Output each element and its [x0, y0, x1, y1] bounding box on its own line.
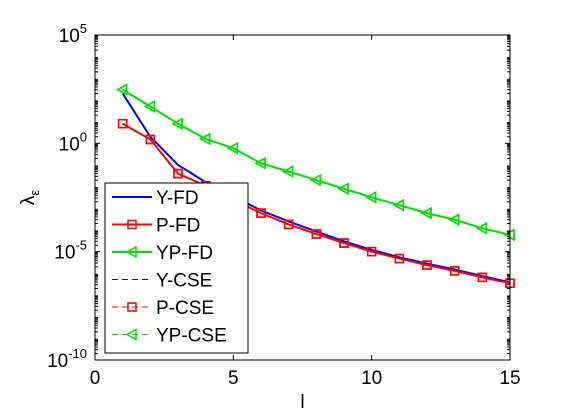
y-tick-label: 100	[59, 129, 87, 155]
legend: Y-FD P-FD YP-FD Y-CSE P-CSE YP-CSE	[104, 182, 249, 354]
y-axis-label: λε	[18, 190, 42, 206]
data-point	[171, 117, 183, 131]
legend-label: YP-FD	[156, 243, 213, 264]
data-point	[392, 198, 405, 212]
x-tick-label: 10	[361, 368, 382, 389]
data-point	[127, 302, 137, 312]
y-axis: 105 100 10-5 10-10	[47, 21, 510, 372]
data-point	[256, 208, 266, 218]
data-point	[448, 213, 460, 226]
x-tick-label: 5	[228, 368, 239, 389]
data-point	[475, 222, 488, 235]
data-point	[449, 266, 460, 276]
series-yp-cse	[116, 83, 515, 242]
legend-label: P-FD	[156, 216, 200, 237]
data-point	[125, 328, 137, 341]
legend-label: P-CSE	[156, 298, 214, 319]
legend-item: YP-CSE	[112, 326, 227, 347]
legend-item: YP-FD	[112, 243, 213, 264]
data-point	[254, 157, 266, 170]
data-point	[366, 246, 377, 257]
x-axis-label: l	[300, 392, 304, 413]
legend-label: Y-CSE	[156, 271, 212, 292]
data-point	[145, 134, 156, 145]
legend-item: Y-CSE	[112, 271, 212, 292]
data-point	[337, 182, 349, 196]
data-point	[127, 219, 137, 230]
y-tick-label: 10-10	[47, 346, 87, 372]
data-point	[394, 253, 405, 264]
legend-label: YP-CSE	[156, 326, 227, 347]
legend-box	[104, 182, 249, 354]
data-point	[422, 260, 432, 270]
series-line	[122, 89, 511, 236]
legend-item: P-FD	[112, 216, 200, 237]
y-tick-label: 105	[59, 21, 87, 47]
y-tick-label: 10-5	[54, 238, 87, 264]
data-point	[116, 83, 128, 96]
legend-item: P-CSE	[112, 298, 214, 319]
data-point	[173, 168, 183, 179]
legend-label: Y-FD	[156, 188, 199, 209]
data-point	[117, 119, 128, 129]
legend-item: Y-FD	[112, 188, 199, 209]
series-y-cse	[122, 93, 511, 283]
data-point	[420, 206, 432, 220]
data-point	[365, 191, 377, 204]
data-point	[309, 173, 322, 187]
data-point	[125, 245, 137, 259]
data-point	[339, 238, 349, 248]
series-line	[122, 93, 511, 283]
data-point	[143, 100, 156, 113]
x-axis: 0 5 10 15	[90, 35, 521, 389]
x-tick-label: 15	[499, 368, 520, 389]
data-point	[226, 141, 239, 155]
data-point	[282, 165, 294, 178]
data-point	[199, 132, 211, 146]
series-line	[122, 123, 511, 284]
x-tick-label: 0	[90, 368, 101, 389]
data-point	[283, 219, 294, 230]
data-point	[477, 272, 488, 283]
data-point	[311, 229, 322, 239]
